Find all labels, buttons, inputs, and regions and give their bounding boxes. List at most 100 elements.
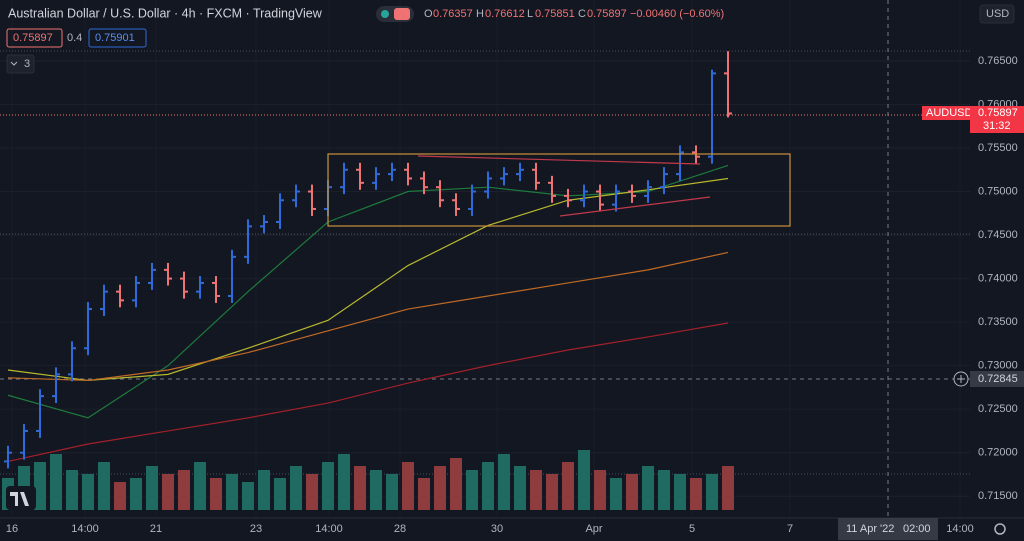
volume-bar: [306, 474, 318, 510]
volume-bar: [450, 458, 462, 510]
volume-bar: [178, 470, 190, 510]
price-label-bg: [970, 106, 1024, 133]
symbol-title: Australian Dollar / U.S. Dollar · 4h · F…: [8, 6, 323, 20]
price-axis: [970, 0, 1024, 541]
sell-button[interactable]: [6, 28, 63, 48]
x-tick-label: 14:00: [71, 523, 99, 535]
ohlc-value: 0.76357: [433, 8, 473, 20]
y-tick-label: 0.74500: [978, 229, 1018, 241]
spread: 0.4: [67, 32, 82, 44]
volume-bar: [658, 470, 670, 510]
volume-bar: [722, 466, 734, 510]
volume-bar: [50, 454, 62, 510]
ohlc-value: 0.76612: [485, 8, 525, 20]
volume-bar: [482, 462, 494, 510]
ohlc-change: −0.00460 (−0.60%): [630, 8, 724, 20]
volume-bar: [338, 454, 350, 510]
volume-bar: [402, 462, 414, 510]
symbol-label: AUDUSD: [926, 107, 973, 119]
crosshair-price: 0.72845: [978, 373, 1018, 385]
volume-bar: [706, 474, 718, 510]
moving-average: [7, 322, 729, 462]
tv-logo-bg: [6, 486, 36, 510]
volume-bar: [418, 478, 430, 510]
ohlc-key: L: [527, 8, 533, 20]
volume-bar: [578, 450, 590, 510]
volume-bar: [210, 478, 222, 510]
volume-bar: [466, 470, 478, 510]
trend-line[interactable]: [417, 155, 701, 165]
volume-bar: [34, 462, 46, 510]
moving-average: [7, 164, 729, 419]
volume-bar: [674, 474, 686, 510]
volume-bar: [226, 474, 238, 510]
plus-icon: [957, 375, 965, 383]
x-tick-label: 23: [250, 523, 262, 535]
volume-bar: [514, 466, 526, 510]
volume-bar: [642, 466, 654, 510]
tv-logo[interactable]: [10, 492, 29, 506]
y-tick-label: 0.73000: [978, 360, 1018, 372]
buy-price[interactable]: 0.75901: [95, 32, 135, 44]
y-tick-label: 0.75500: [978, 142, 1018, 154]
volume-bar: [530, 470, 542, 510]
volume-bar: [258, 470, 270, 510]
volume-bar: [386, 474, 398, 510]
ohlc-key: O: [424, 8, 433, 20]
countdown: 31:32: [983, 120, 1011, 132]
volume-bar: [370, 470, 382, 510]
ohlc-value: 0.75851: [535, 8, 575, 20]
y-tick-label: 0.71500: [978, 490, 1018, 502]
y-tick-label: 0.75000: [978, 185, 1018, 197]
last-price: 0.75897: [978, 107, 1018, 119]
volume-bar: [130, 478, 142, 510]
status-icon: [394, 8, 410, 20]
crosshair-date: 11 Apr '22: [846, 523, 894, 535]
x-tick-label: 14:00: [315, 523, 343, 535]
moving-average: [7, 177, 729, 382]
currency[interactable]: USD: [986, 8, 1009, 20]
volume-bar: [434, 466, 446, 510]
crosshair-clock: 02:00: [903, 523, 931, 535]
volume-bar: [562, 462, 574, 510]
volume-bar: [66, 470, 78, 510]
volume-bar: [690, 478, 702, 510]
symbol-label-bg: [922, 106, 970, 120]
sell-price[interactable]: 0.75897: [13, 32, 53, 44]
indicator-count[interactable]: 3: [24, 58, 30, 70]
ohlc-value: 0.75897: [587, 8, 627, 20]
volume-bar: [354, 466, 366, 510]
volume-bar: [162, 474, 174, 510]
volume-bar: [322, 462, 334, 510]
currency-button[interactable]: [979, 4, 1015, 24]
volume-bar: [194, 462, 206, 510]
y-tick-label: 0.72000: [978, 447, 1018, 459]
x-tick-label: Apr: [585, 523, 602, 535]
volume-bar: [242, 482, 254, 510]
crosshair-price-bg: [970, 371, 1024, 387]
moving-average: [7, 251, 729, 382]
x-tick-label: 14:00: [946, 523, 974, 535]
x-tick-label: 7: [787, 523, 793, 535]
volume-bar: [274, 478, 286, 510]
y-tick-label: 0.76500: [978, 55, 1018, 67]
x-tick-label: 21: [150, 523, 162, 535]
range-box[interactable]: [327, 153, 791, 227]
y-tick-label: 0.73500: [978, 316, 1018, 328]
trend-line[interactable]: [559, 196, 711, 217]
ohlc-key: H: [476, 8, 484, 20]
volume-bar: [82, 474, 94, 510]
volume-bar: [626, 474, 638, 510]
x-tick-label: 30: [491, 523, 503, 535]
indicators-toggle[interactable]: [6, 54, 35, 74]
status-dot: [381, 10, 389, 18]
volume-bar: [610, 478, 622, 510]
settings-icon[interactable]: [994, 523, 1006, 535]
y-tick-label: 0.72500: [978, 403, 1018, 415]
volume-bar: [594, 470, 606, 510]
buy-button[interactable]: [88, 28, 147, 48]
y-tick-label: 0.74000: [978, 272, 1018, 284]
volume-bar: [98, 462, 110, 510]
crosshair-time-bg: [838, 518, 938, 540]
